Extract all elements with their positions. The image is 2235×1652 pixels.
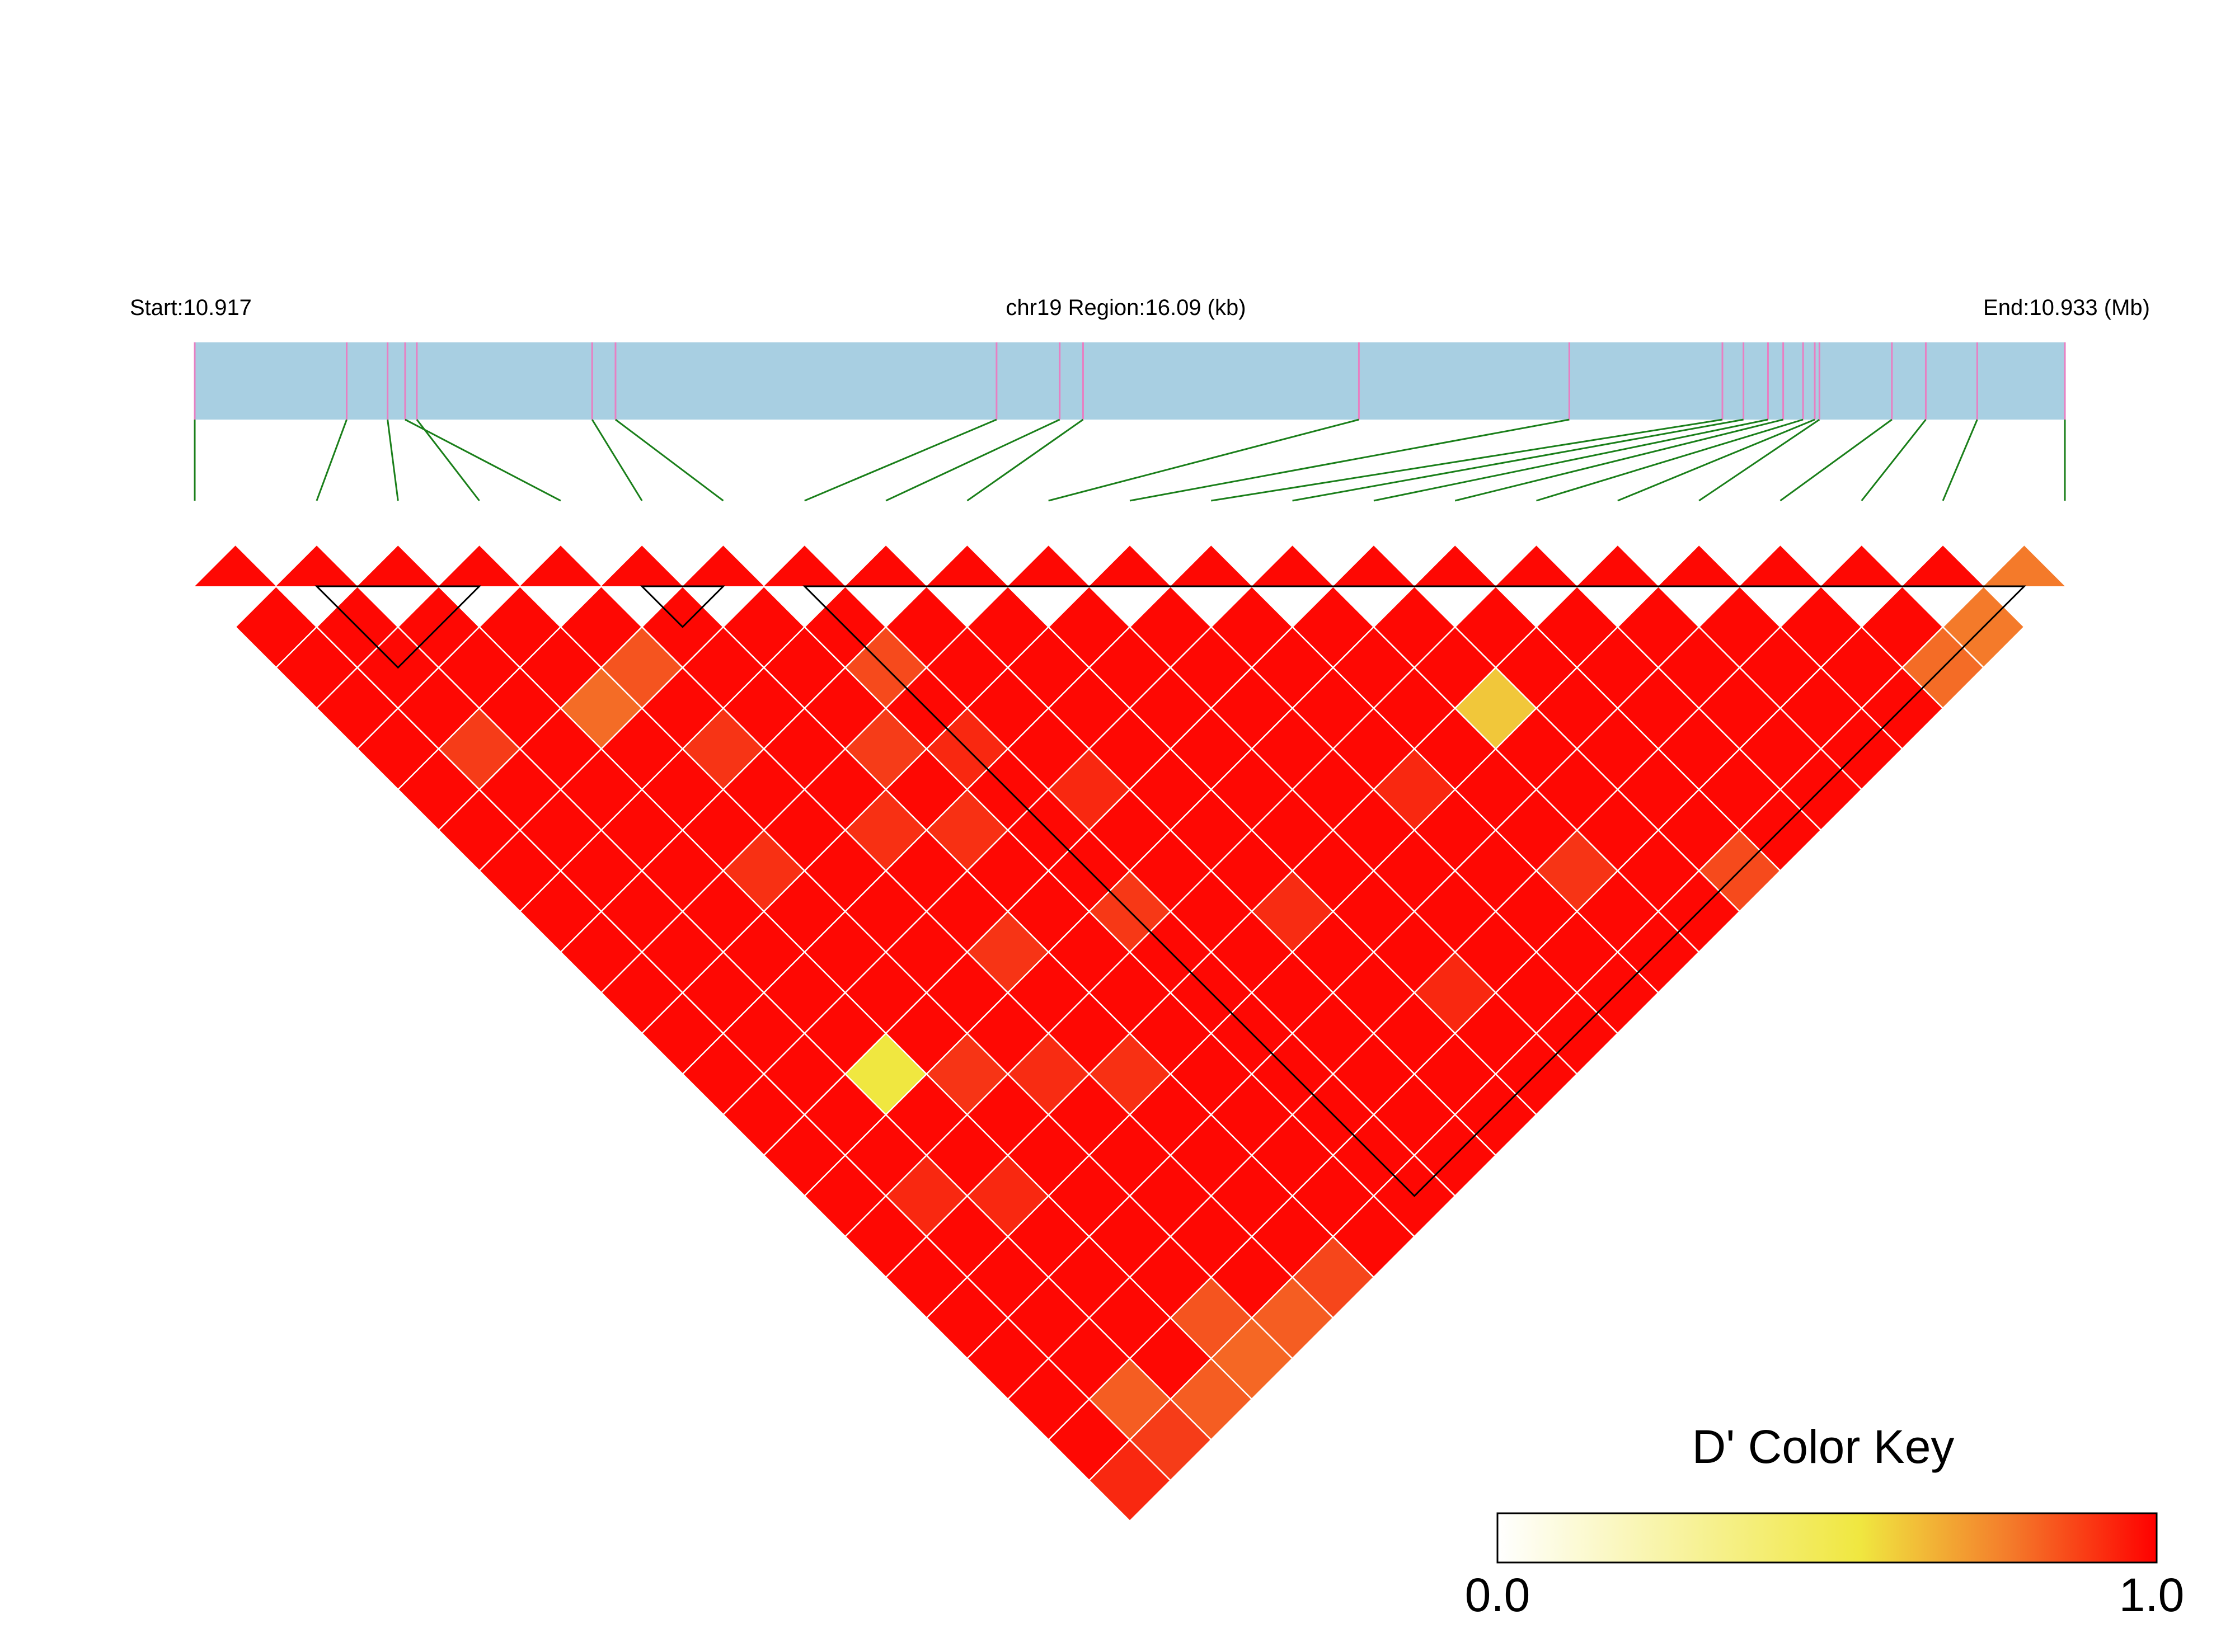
snp-top-cell xyxy=(845,545,927,586)
snp-top-cell xyxy=(276,545,358,586)
snp-connector xyxy=(966,418,1084,502)
region-label: chr19 Region:16.09 (kb) xyxy=(1006,295,1246,320)
snp-top-cell xyxy=(926,545,1008,586)
snp-top-cell xyxy=(601,545,683,586)
snp-connector xyxy=(1454,418,1783,502)
snp-connector xyxy=(1211,418,1723,502)
snp-top-cell xyxy=(438,545,520,586)
snp-connector xyxy=(416,419,480,501)
snp-connector xyxy=(1617,418,1815,502)
snp-top-cell xyxy=(1008,545,1090,586)
snp-connector xyxy=(316,419,348,501)
color-key-title: D' Color Key xyxy=(1692,1420,1955,1473)
snp-top-cell xyxy=(1821,545,1903,586)
snp-top-cell xyxy=(1333,545,1415,586)
snp-connector xyxy=(1292,418,1744,502)
haplotype-block-outlines xyxy=(314,585,2026,1197)
snp-connector xyxy=(405,418,561,502)
snp-top-cell xyxy=(1251,545,1334,586)
color-key-min-label: 0.0 xyxy=(1465,1569,1530,1621)
region-track xyxy=(195,342,2065,420)
snp-top-cell xyxy=(520,545,602,586)
haplotype-block-outline xyxy=(802,585,2026,1197)
haplotype-block-outline xyxy=(314,585,482,669)
snp-connector xyxy=(591,419,643,501)
ld-cells xyxy=(195,545,2065,1522)
snp-connector xyxy=(804,418,997,502)
snp-top-cell xyxy=(1577,545,1659,586)
snp-top-cell xyxy=(357,545,439,586)
end-label: End:10.933 (Mb) xyxy=(1983,295,2150,320)
snp-top-cell xyxy=(1495,545,1577,586)
snp-top-cell xyxy=(1089,545,1171,586)
snp-connector xyxy=(1942,419,1978,501)
snp-top-cell xyxy=(764,545,846,586)
snp-connector xyxy=(885,418,1060,502)
snp-connector xyxy=(1373,418,1768,502)
snp-top-cell xyxy=(1739,545,1821,586)
snp-connector xyxy=(615,418,724,502)
snp-top-cell xyxy=(1658,545,1740,586)
snp-connector xyxy=(1698,418,1820,502)
snp-connector xyxy=(1048,418,1359,502)
snp-connector xyxy=(1861,419,1927,501)
snp-top-cell xyxy=(1414,545,1496,586)
snp-ticks xyxy=(194,342,2066,420)
color-key-bar xyxy=(1496,1512,2158,1564)
snp-top-cell xyxy=(1170,545,1252,586)
snp-connector xyxy=(1779,418,1893,502)
start-label: Start:10.917 xyxy=(130,295,252,320)
haplotype-block-outline xyxy=(640,585,726,628)
snp-connectors xyxy=(194,418,2066,502)
snp-connector xyxy=(387,419,399,501)
snp-top-cell xyxy=(195,545,276,586)
snp-connector xyxy=(1536,418,1804,502)
snp-top-cell xyxy=(1983,545,2065,586)
snp-top-cell xyxy=(682,545,764,586)
snp-top-cell xyxy=(1902,545,1984,586)
color-key-max-label: 1.0 xyxy=(2119,1569,2185,1621)
snp-connector xyxy=(1129,418,1570,502)
